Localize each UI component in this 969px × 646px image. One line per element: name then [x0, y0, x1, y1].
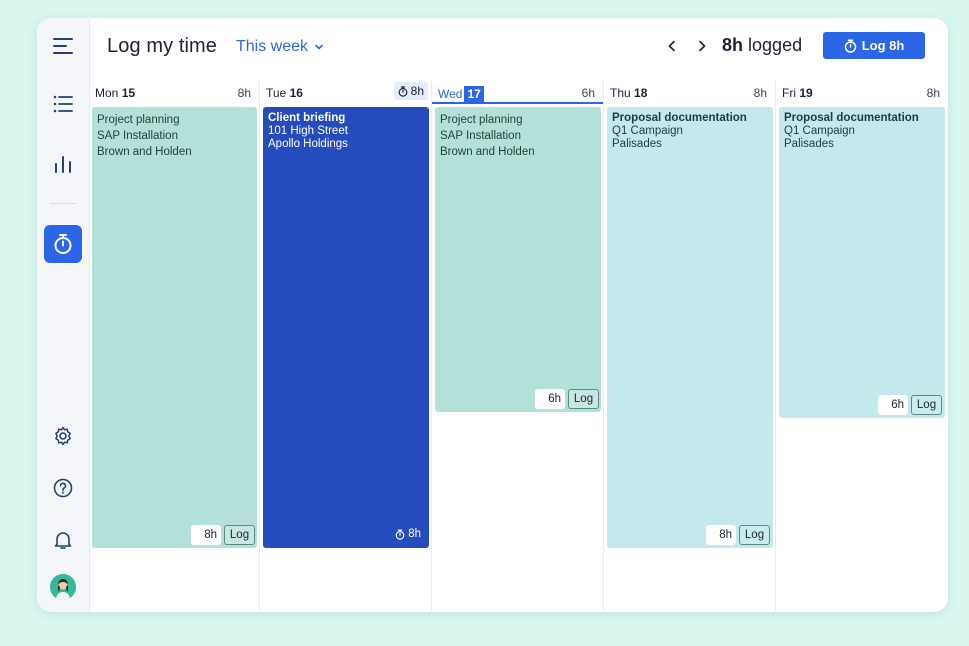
time-entry[interactable]: Project planning SAP Installation Brown … — [92, 107, 257, 548]
logged-hours: 8h — [722, 35, 744, 55]
entry-client: Palisades — [784, 138, 834, 150]
list-icon[interactable] — [37, 86, 89, 122]
avatar[interactable] — [50, 574, 76, 600]
logged-label: logged — [748, 35, 803, 55]
chevron-right-icon — [699, 40, 706, 52]
next-week-button[interactable] — [691, 35, 713, 57]
entry-project: 101 High Street — [268, 125, 348, 137]
time-entry[interactable]: Proposal documentation Q1 Campaign Palis… — [607, 107, 773, 548]
day-timer-badge: 8h — [393, 82, 428, 100]
entry-project: SAP Installation — [97, 130, 178, 142]
log-hours-button[interactable]: Log 8h — [823, 32, 925, 59]
week-selector[interactable]: This week — [236, 38, 324, 56]
week-selector-label: This week — [236, 38, 309, 55]
entry-hours-input[interactable]: 6h — [878, 395, 908, 415]
day-number: 18 — [634, 86, 648, 100]
day-column-fri: Fri 19 8h Proposal documentation Q1 Camp… — [776, 80, 948, 612]
day-total: 8h — [926, 86, 940, 100]
logged-total: 8h logged — [722, 35, 802, 56]
entry-project: Q1 Campaign — [612, 125, 683, 137]
page-title: Log my time — [107, 35, 218, 57]
entry-client: Brown and Holden — [440, 146, 535, 158]
time-entry[interactable]: Proposal documentation Q1 Campaign Palis… — [779, 107, 945, 418]
day-column-mon: Mon 15 8h Project planning SAP Installat… — [89, 80, 260, 612]
today-indicator — [432, 102, 603, 104]
sidebar — [37, 18, 90, 612]
chart-icon[interactable] — [37, 146, 89, 182]
time-entry[interactable]: Project planning SAP Installation Brown … — [435, 107, 601, 412]
week-grid: Mon 15 8h Project planning SAP Installat… — [89, 80, 948, 612]
entry-hours-input[interactable]: 8h — [191, 525, 221, 545]
day-total: 6h — [581, 86, 595, 100]
day-column-tue: Tue 16 8h Client briefing 101 High Stree… — [260, 80, 432, 612]
entry-project: SAP Installation — [440, 130, 521, 142]
chevron-left-icon — [668, 40, 675, 52]
entry-task: Proposal documentation — [612, 112, 747, 124]
help-icon[interactable] — [37, 470, 89, 506]
entry-client: Brown and Holden — [97, 146, 192, 158]
entry-log-button[interactable]: Log — [739, 525, 770, 545]
day-column-thu: Thu 18 8h Proposal documentation Q1 Camp… — [604, 80, 776, 612]
day-header: Mon 15 8h — [89, 80, 259, 104]
day-number: 15 — [121, 86, 136, 100]
entry-timer: 8h — [395, 526, 421, 542]
day-name: Thu — [610, 86, 631, 100]
entry-task: Client briefing — [268, 112, 346, 124]
day-column-wed: Wed 17 6h Project planning SAP Installati… — [432, 80, 604, 612]
entry-client: Apollo Holdings — [268, 138, 348, 150]
day-total: 8h — [753, 86, 767, 100]
entry-log-button[interactable]: Log — [568, 389, 599, 409]
day-name: Mon — [95, 86, 119, 100]
bell-icon[interactable] — [37, 522, 89, 558]
entry-timer-value: 8h — [408, 528, 421, 540]
entry-task: Proposal documentation — [784, 112, 919, 124]
day-total: 8h — [237, 86, 251, 100]
stopwatch-icon[interactable] — [44, 225, 82, 263]
entry-task: Project planning — [97, 114, 180, 126]
app-window: Log my time This week 8h logged Log 8h M… — [37, 18, 948, 612]
stopwatch-icon — [395, 528, 405, 540]
gear-icon[interactable] — [37, 418, 89, 454]
day-number-today: 17 — [464, 86, 484, 102]
day-header: Fri 19 8h — [776, 80, 948, 104]
day-name: Wed — [438, 87, 463, 101]
day-number: 19 — [799, 86, 813, 100]
time-entry-running[interactable]: Client briefing 101 High Street Apollo H… — [263, 107, 429, 548]
entry-project: Q1 Campaign — [784, 125, 855, 137]
stopwatch-icon — [398, 85, 408, 97]
day-header: Thu 18 8h — [604, 80, 775, 104]
menu-icon[interactable] — [37, 28, 89, 64]
prev-week-button[interactable] — [661, 35, 683, 57]
day-number: 16 — [289, 86, 303, 100]
entry-log-button[interactable]: Log — [911, 395, 942, 415]
sidebar-divider — [50, 203, 76, 204]
log-hours-button-label: Log 8h — [861, 38, 905, 53]
day-name: Tue — [266, 86, 287, 100]
page-header: Log my time This week 8h logged Log 8h — [89, 18, 948, 76]
day-header: Tue 16 8h — [260, 80, 431, 104]
entry-client: Palisades — [612, 138, 662, 150]
entry-task: Project planning — [440, 114, 523, 126]
entry-hours-input[interactable]: 8h — [706, 525, 736, 545]
entry-hours-input[interactable]: 6h — [535, 389, 565, 409]
stopwatch-icon — [844, 38, 856, 53]
day-name: Fri — [782, 86, 796, 100]
chevron-down-icon — [315, 44, 323, 50]
day-total: 8h — [410, 84, 424, 98]
day-header-today: Wed 17 6h — [432, 80, 603, 104]
entry-log-button[interactable]: Log — [224, 525, 255, 545]
